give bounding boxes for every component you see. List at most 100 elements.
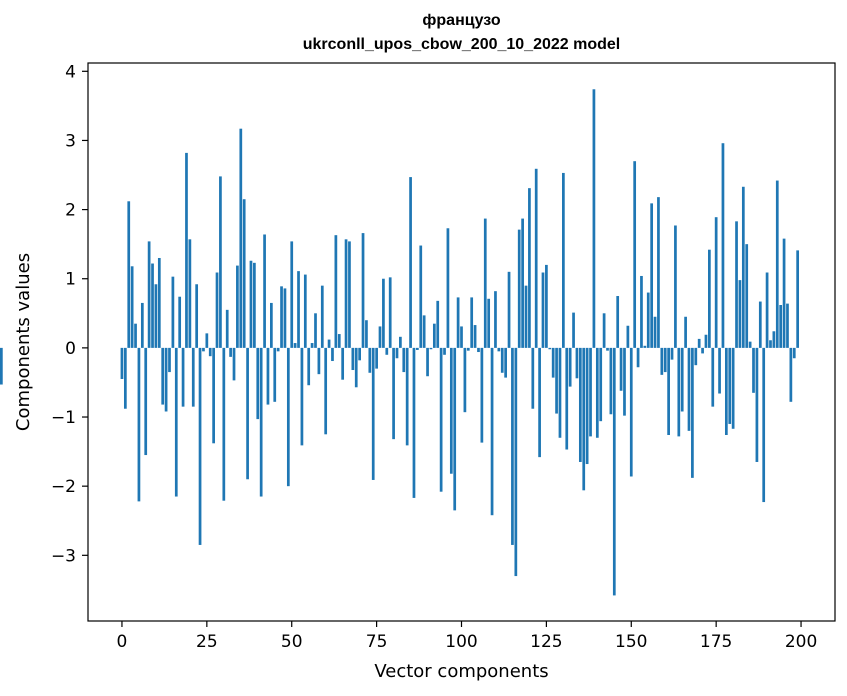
bar [541,272,545,348]
bar [629,347,633,477]
bar [449,347,453,474]
bar [687,347,691,431]
bar [653,316,657,348]
bar [517,229,521,348]
y-axis-label: Components values [13,253,34,431]
bar [263,234,266,348]
bar [721,143,725,348]
bar [524,285,528,348]
bar [663,347,667,373]
bar [595,347,599,438]
bar [385,347,389,355]
bar [680,347,684,412]
x-tick-label: 125 [530,632,562,652]
bar [375,347,378,369]
bar [354,347,358,388]
bar [660,347,664,375]
bar [432,323,436,348]
bar [585,347,589,465]
bar [724,347,728,435]
bar [229,347,232,357]
bar [246,347,249,480]
bar [242,199,246,348]
bar [395,347,399,359]
bar [365,320,368,348]
x-tick-label: 25 [196,632,218,652]
bar [735,221,738,348]
bar [351,347,355,371]
bar [487,298,491,348]
bar [704,334,708,348]
bar [769,340,772,348]
bar [748,341,752,348]
bar [670,347,674,360]
bar [531,347,535,409]
x-tick-label: 200 [785,632,817,652]
bar [473,325,477,348]
bar [154,284,158,348]
bar [633,161,637,348]
bar [171,276,175,348]
bar [286,347,290,487]
bar [120,347,124,379]
bar [215,272,219,348]
bar [741,186,745,348]
bar [511,347,514,545]
bar [578,347,582,462]
bar [310,343,314,348]
bar [208,347,212,357]
bar [779,305,783,348]
bar [758,301,762,348]
x-tick-label: 175 [700,632,732,652]
bar [460,326,463,348]
bar [222,347,226,501]
bar [123,347,127,409]
x-tick-label: 150 [615,632,647,652]
bar [589,347,592,437]
bar [297,271,300,348]
bar [477,347,480,353]
bar [792,347,796,359]
bar [412,347,416,498]
bar [168,347,171,373]
bar [636,347,640,368]
bar [575,347,579,379]
bar [134,323,137,348]
bar [480,347,484,443]
bar [198,347,202,545]
y-tick-label: 0 [65,339,76,359]
bar [191,347,195,407]
bar [562,172,565,348]
bar [572,312,575,348]
bar [551,347,555,378]
bar [127,201,131,348]
bar [623,347,626,416]
bar [283,288,287,348]
bar [782,238,786,348]
bar [195,284,199,348]
bar [745,244,749,348]
bar [324,347,328,435]
bar [674,225,677,348]
bar [399,336,402,348]
bar [202,347,205,352]
bar [368,347,372,373]
bar [494,291,497,348]
bar [361,233,365,348]
x-axis-label: Vector components [374,661,548,682]
bar [392,347,395,440]
bar [147,241,151,348]
bar [293,343,297,348]
bar [236,265,239,348]
bar [443,347,446,355]
bar [280,286,283,348]
bar [344,239,348,348]
bar [259,347,263,497]
bar [650,203,654,348]
bar [697,338,701,348]
bar [514,347,518,577]
bar [426,347,429,377]
bar [714,217,718,348]
bar [212,347,215,444]
bar [276,347,280,352]
